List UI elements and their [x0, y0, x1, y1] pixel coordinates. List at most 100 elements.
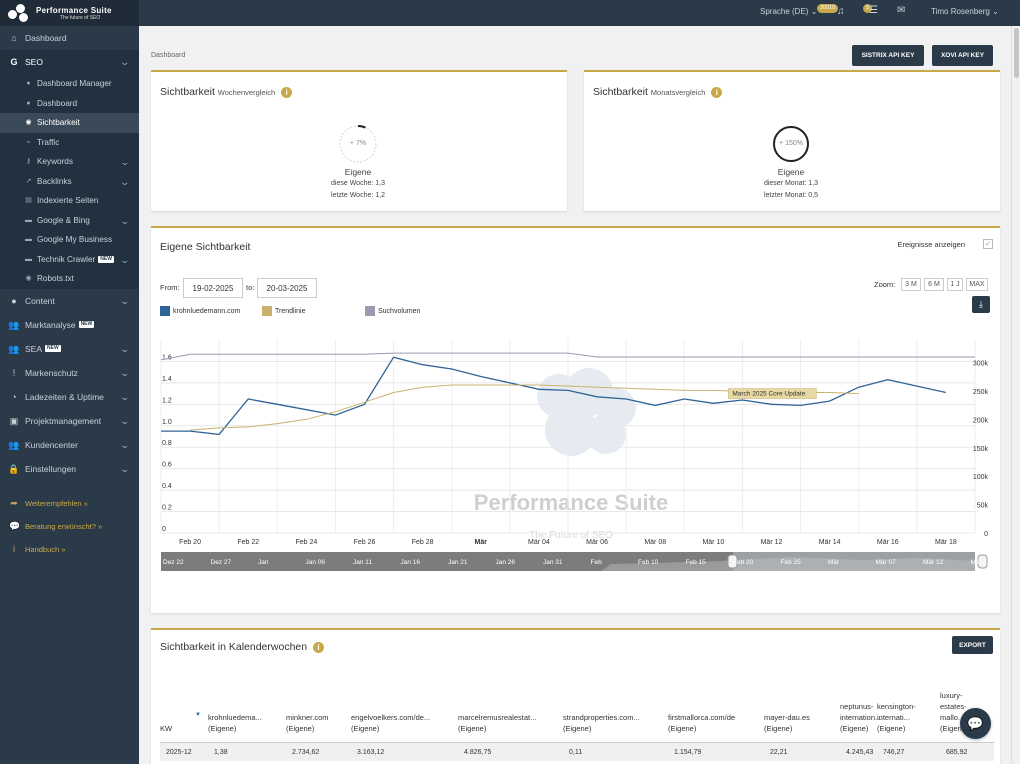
sidebar-sub-google-bing[interactable]: ▬ Google & Bing ⌄	[25, 215, 131, 226]
info-icon: i	[13, 544, 15, 554]
column-header[interactable]: neptunus-internation... (Eigene)	[840, 701, 881, 734]
chat-icon[interactable]: 💬	[960, 708, 991, 739]
watermark-subtitle: The Future of SEO	[529, 530, 613, 541]
to-date-input[interactable]: 20-03-2025	[257, 278, 317, 298]
sidebar-item-projektmanagement[interactable]: ▣ Projektmanagement ⌄	[9, 415, 131, 426]
sidebar-item-kundencenter[interactable]: 👥 Kundencenter ⌄	[8, 439, 131, 450]
users-icon: 👥	[8, 439, 20, 450]
export-button[interactable]: EXPORT	[952, 636, 993, 654]
main-content: Dashboard SISTRIX API KEY XOVI API KEY S…	[139, 26, 1011, 764]
breadcrumb: Dashboard	[151, 52, 186, 59]
link-beratung[interactable]: 💬 Beratung erwünscht? »	[9, 520, 103, 531]
list-icon[interactable]: ☰	[869, 5, 878, 16]
table-cell: 746,27	[883, 749, 905, 756]
column-header[interactable]: minkner.com (Eigene)	[286, 712, 348, 734]
navigator-handle-right	[977, 554, 988, 569]
legend-item-volume[interactable]: Suchvolumen	[365, 306, 420, 316]
sidebar-item-markenschutz[interactable]: ! Markenschutz ⌄	[0, 361, 139, 385]
card-title: Sichtbarkeit	[160, 86, 215, 98]
sidebar-item-einstellungen[interactable]: 🔒 Einstellungen ⌄	[8, 463, 131, 474]
user-menu[interactable]: Timo Rosenberg ⌄	[931, 7, 999, 16]
navigator-label: Feb	[591, 559, 603, 566]
column-header[interactable]: mayer-dau.es (Eigene)	[764, 712, 836, 734]
sidebar-sub-indexierte-seiten[interactable]: ▤ Indexierte Seiten	[25, 196, 99, 206]
logo-title: Performance Suite	[36, 5, 112, 15]
sidebar-item-ladezeiten[interactable]: ◔ Ladezeiten & Uptime ⌄	[0, 385, 139, 409]
column-header[interactable]: marcelremusrealestat... (Eigene)	[458, 712, 560, 734]
legend-item-krohn[interactable]: krohnluedemann.com	[160, 306, 240, 316]
column-header[interactable]: luxury-estates-mallo... (Eigene)	[940, 690, 980, 734]
month-gauge	[773, 126, 809, 162]
info-icon[interactable]: i	[711, 86, 723, 98]
credits-badge: 20010	[817, 4, 839, 13]
sidebar-sub-sichtbarkeit[interactable]: ◉ Sichtbarkeit	[0, 113, 139, 133]
sidebar-sub-traffic[interactable]: ⌁ Traffic	[0, 133, 139, 153]
sort-icon[interactable]: ▼	[195, 712, 201, 718]
sistrix-api-key-button[interactable]: SISTRIX API KEY	[852, 45, 924, 66]
link-weiterempfehlen[interactable]: ➦ Weiterempfehlen »	[10, 497, 88, 508]
sidebar-item-content[interactable]: ● Content ⌄	[0, 289, 139, 313]
sidebar-sub-technik-crawler[interactable]: ▬ Technik Crawler NEW ⌄	[25, 254, 131, 265]
users-icon: 👥	[8, 343, 20, 354]
sidebar-sub-keywords[interactable]: ⚷ Keywords ⌄	[25, 157, 131, 167]
chevron-down-icon: ⌄	[119, 463, 131, 474]
language-select[interactable]: Sprache (DE) ⌄	[760, 7, 818, 16]
logo[interactable]: Performance Suite The future of SEO	[0, 0, 139, 26]
from-date-input[interactable]: 19-02-2025	[183, 278, 243, 298]
info-icon[interactable]: i	[281, 86, 293, 98]
card-kalenderwochen: Sichtbarkeit in Kalenderwochen i EXPORT …	[151, 628, 1000, 764]
column-header[interactable]: firstmallorca.com/de (Eigene)	[668, 712, 758, 734]
watermark-logo	[537, 368, 636, 456]
zoom-6m-button[interactable]: 6 M	[924, 278, 944, 291]
scrollbar[interactable]	[1011, 26, 1020, 764]
visibility-chart[interactable]: Performance Suite The Future of SEO 0 0.2 0.…	[151, 328, 1000, 603]
sidebar-item-label: Dashboard	[25, 33, 67, 43]
link-handbuch[interactable]: i Handbuch »	[0, 538, 139, 561]
sidebar-item-sea[interactable]: 👥 SEA NEW ⌄	[8, 343, 131, 354]
y-right-tick-label: 150k	[973, 446, 989, 453]
new-badge: NEW	[45, 345, 61, 352]
navigator-label: Jan 31	[543, 559, 563, 566]
xovi-api-key-button[interactable]: XOVI API KEY	[932, 45, 993, 66]
column-header[interactable]: engelvoelkers.com/de... (Eigene)	[351, 712, 455, 734]
zoom-1j-button[interactable]: 1 J	[947, 278, 963, 291]
bell-icon[interactable]: ♫	[837, 6, 845, 17]
x-tick-label: Mär 06	[586, 539, 608, 546]
sidebar-sub-dashboard-manager[interactable]: ● Dashboard Manager	[0, 74, 139, 94]
events-checkbox[interactable]: ✓	[983, 239, 993, 249]
legend-item-trend[interactable]: Trendlinie	[262, 306, 305, 316]
sidebar-item-dashboard[interactable]: ⌂ Dashboard	[0, 26, 139, 50]
sidebar-sub-google-my-business[interactable]: ▬ Google My Business	[25, 235, 113, 245]
sidebar-item-marktanalyse[interactable]: 👥 Marktanalyse NEW	[8, 319, 95, 330]
info-icon[interactable]: i	[313, 641, 325, 653]
y-left-tick-label: 0	[162, 526, 166, 533]
navigator-label: Mär 07	[876, 559, 897, 566]
sidebar-sub-robots[interactable]: ◉ Robots.txt	[25, 274, 74, 284]
scrollbar-thumb[interactable]	[1014, 28, 1019, 78]
mail-icon[interactable]: ✉	[897, 5, 906, 16]
table-row[interactable]	[160, 743, 994, 761]
column-header[interactable]: strandproperties.com... (Eigene)	[563, 712, 665, 734]
download-icon[interactable]: ⤓	[972, 296, 990, 313]
column-sub: (Eigene)	[840, 724, 869, 733]
navigator-label: Dez 22	[163, 559, 184, 566]
zoom-max-button[interactable]: MAX	[966, 278, 988, 291]
new-badge: NEW	[78, 321, 95, 328]
y-left-tick-label: 1.2	[162, 397, 172, 404]
y-right-tick-label: 200k	[973, 417, 989, 424]
chevron-down-icon: ⌄	[119, 176, 131, 187]
watermark-title: Performance Suite	[474, 490, 668, 515]
y-left-tick-label: 0.8	[162, 440, 172, 447]
column-header[interactable]: krohnluedema... (Eigene)	[208, 712, 278, 734]
sidebar-sub-dashboard[interactable]: ● Dashboard	[0, 94, 139, 114]
card-eigene-sichtbarkeit: Eigene Sichtbarkeit Ereignisse anzeigen …	[151, 226, 1000, 613]
sidebar-sub-backlinks[interactable]: ↗ Backlinks ⌄	[25, 176, 131, 187]
sidebar-item-seo[interactable]: G SEO ⌄	[0, 50, 139, 74]
column-sub: (Eigene)	[563, 724, 592, 733]
column-header[interactable]: KW	[160, 723, 200, 734]
table-cell: 3.163,12	[357, 749, 385, 756]
x-tick-label: Mär	[475, 539, 488, 546]
navigator-label: Jan 06	[306, 559, 326, 566]
zoom-3m-button[interactable]: 3 M	[901, 278, 921, 291]
column-header[interactable]: kensington-internati... (Eigene)	[877, 701, 937, 734]
